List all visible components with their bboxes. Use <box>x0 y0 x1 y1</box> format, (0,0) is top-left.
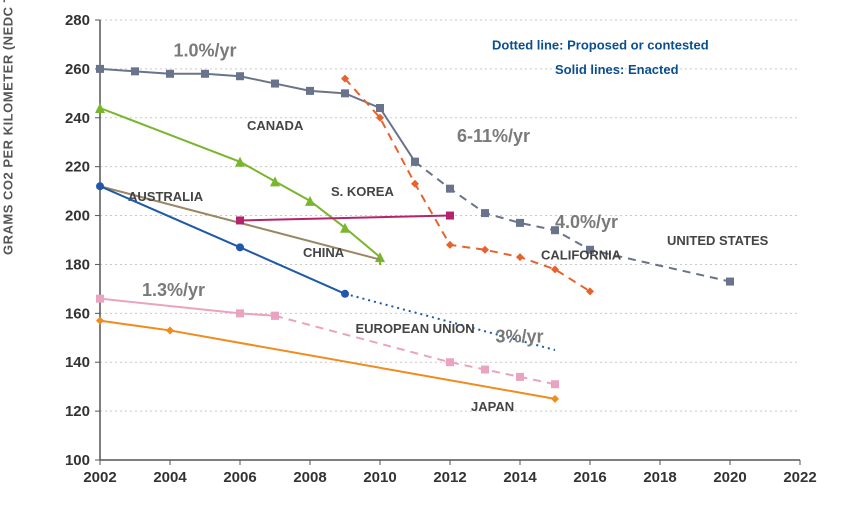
rate-annotation: 3%/yr <box>496 327 544 347</box>
data-marker <box>411 158 419 166</box>
data-marker <box>271 80 279 88</box>
data-marker <box>236 72 244 80</box>
rate-annotation: 1.3%/yr <box>142 280 205 300</box>
data-marker <box>341 89 349 97</box>
data-marker <box>446 358 454 366</box>
rate-annotation: 6-11%/yr <box>457 126 530 146</box>
series-label: AUSTRALIA <box>128 189 204 204</box>
y-tick-label: 120 <box>65 403 90 420</box>
x-tick-label: 2020 <box>713 469 746 486</box>
x-tick-label: 2008 <box>293 469 326 486</box>
data-marker <box>551 380 559 388</box>
series-label: CALIFORNIA <box>541 248 622 263</box>
series-line <box>100 69 415 162</box>
data-marker <box>726 278 734 286</box>
data-marker <box>516 219 524 227</box>
data-marker <box>235 157 245 167</box>
x-tick-label: 2016 <box>573 469 606 486</box>
data-marker <box>236 216 244 224</box>
data-marker <box>481 366 489 374</box>
data-marker <box>166 70 174 78</box>
series-label: CHINA <box>303 245 345 260</box>
legend-text: Solid lines: Enacted <box>555 62 679 77</box>
data-marker <box>166 326 174 334</box>
y-tick-label: 100 <box>65 452 90 469</box>
series-line <box>240 216 450 221</box>
x-tick-label: 2004 <box>153 469 187 486</box>
y-tick-label: 260 <box>65 61 90 78</box>
data-marker <box>236 243 244 251</box>
legend-text: Dotted line: Proposed or contested <box>492 37 709 52</box>
x-tick-label: 2022 <box>783 469 816 486</box>
data-marker <box>306 87 314 95</box>
rate-annotation: 4.0%/yr <box>555 212 618 232</box>
data-marker <box>516 253 524 261</box>
data-marker <box>236 309 244 317</box>
data-marker <box>96 65 104 73</box>
data-marker <box>96 295 104 303</box>
x-tick-label: 2010 <box>363 469 396 486</box>
y-tick-label: 240 <box>65 110 90 127</box>
y-tick-label: 180 <box>65 256 90 273</box>
y-tick-label: 160 <box>65 305 90 322</box>
series-line <box>100 108 380 257</box>
data-marker <box>376 104 384 112</box>
y-tick-label: 280 <box>65 12 90 29</box>
data-marker <box>446 241 454 249</box>
data-marker <box>411 180 419 188</box>
chart-svg: 100 120 140 160 180 200 220 240 260 280 2002 2004 20… <box>0 0 845 510</box>
series-label: S. KOREA <box>331 184 394 199</box>
series-label: CANADA <box>247 118 304 133</box>
y-tick-label: 140 <box>65 354 90 371</box>
data-marker <box>551 395 559 403</box>
series-label: EUROPEAN UNION <box>356 321 475 336</box>
data-marker <box>95 103 105 113</box>
data-marker <box>516 373 524 381</box>
data-marker <box>446 212 454 220</box>
x-tick-label: 2002 <box>83 469 116 486</box>
data-marker <box>131 67 139 75</box>
x-tick-label: 2006 <box>223 469 256 486</box>
data-marker <box>96 182 104 190</box>
x-tick-label: 2018 <box>643 469 676 486</box>
y-tick-label: 220 <box>65 159 90 176</box>
y-tick-label: 200 <box>65 208 90 225</box>
data-marker <box>481 209 489 217</box>
chart-container: GRAMS CO2 PER KILOMETER (NEDC TEST CYCLE… <box>0 0 845 510</box>
data-marker <box>201 70 209 78</box>
data-marker <box>270 176 280 186</box>
data-marker <box>305 196 315 206</box>
data-marker <box>96 317 104 325</box>
data-marker <box>446 185 454 193</box>
rate-annotation: 1.0%/yr <box>174 41 237 61</box>
series-label: JAPAN <box>471 399 514 414</box>
series-label: UNITED STATES <box>667 233 769 248</box>
data-marker <box>271 312 279 320</box>
data-marker <box>481 246 489 254</box>
x-tick-label: 2012 <box>433 469 466 486</box>
x-tick-label: 2014 <box>503 469 537 486</box>
